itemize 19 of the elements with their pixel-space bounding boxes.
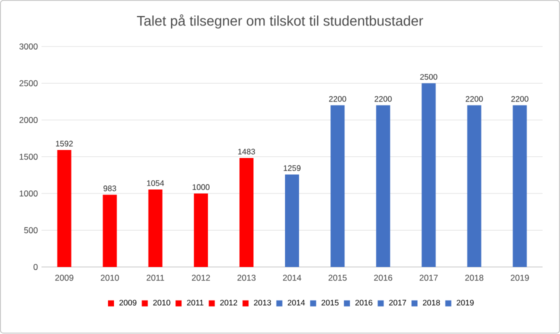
chart-title: Talet på tilsegner om tilskot til studentbustader xyxy=(136,14,424,29)
x-tick-label: 2017 xyxy=(420,275,438,281)
x-tick-label: 2015 xyxy=(328,275,347,281)
x-tick-label: 2016 xyxy=(374,275,392,281)
y-tick-label: 2500 xyxy=(20,80,38,86)
x-tick-label: 2011 xyxy=(146,275,164,281)
x-tick-label: 2014 xyxy=(283,275,302,281)
y-tick-label: 2000 xyxy=(20,117,38,124)
x-tick-label: 2013 xyxy=(237,275,256,281)
x-tick-label: 2012 xyxy=(192,275,210,281)
x-tick-label: 2009 xyxy=(55,275,74,281)
x-tick-label: 2010 xyxy=(100,275,119,281)
y-tick-label: 1500 xyxy=(20,154,38,160)
x-tick-label: 2019 xyxy=(510,275,529,281)
y-tick-label: 0 xyxy=(34,264,38,270)
y-tick-label: 1000 xyxy=(20,190,38,197)
y-tick-label: 500 xyxy=(24,227,38,234)
x-tick-label: 2018 xyxy=(465,275,484,281)
y-tick-label: 3000 xyxy=(19,44,38,50)
